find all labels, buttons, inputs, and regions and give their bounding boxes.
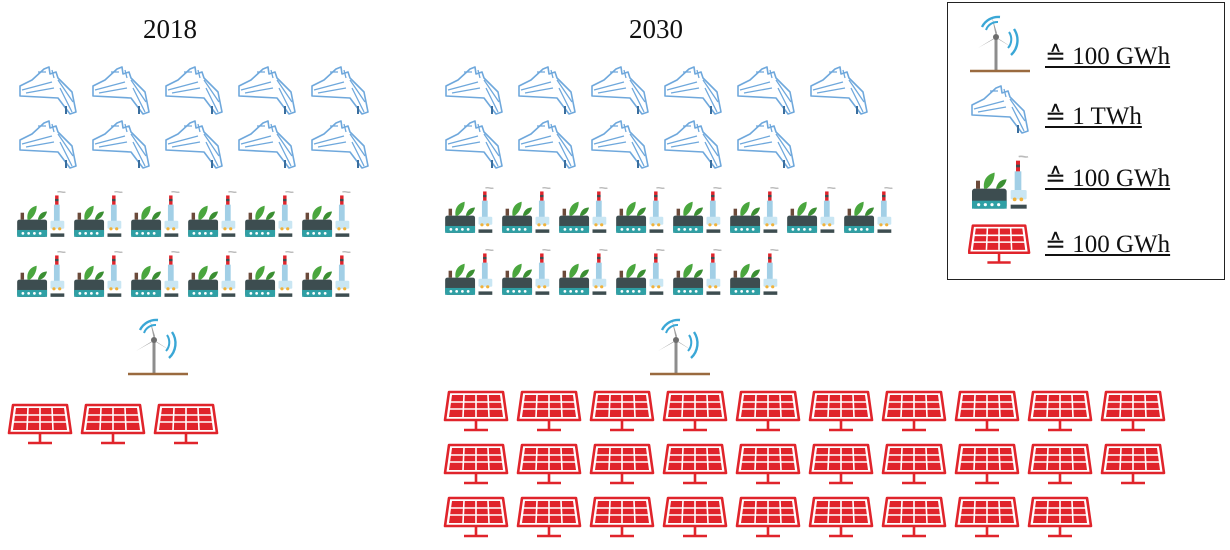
biomass-plant-icon <box>187 250 238 298</box>
biomass-plant-icon <box>444 248 495 296</box>
solar-panel-icon <box>808 390 874 432</box>
legend-item-hydro: ≙ 1 TWh <box>948 83 1224 143</box>
hydro-dam-icon <box>664 120 722 169</box>
hydro-dam-icon <box>971 85 1029 134</box>
solar-panel-icon <box>1027 496 1093 538</box>
solar-panel-icon <box>662 443 728 485</box>
solar-panel-icon <box>808 496 874 538</box>
hydro-dam-icon <box>810 66 868 115</box>
biomass-plant-icon <box>130 190 181 238</box>
hydro-dam-icon <box>664 66 722 115</box>
solar-panel-icon <box>954 390 1020 432</box>
hydro-dam-icon <box>311 66 369 115</box>
solar-panel-icon <box>589 390 655 432</box>
year-title-2030: 2030 <box>629 14 683 44</box>
biomass-plant-icon <box>244 190 295 238</box>
hydro-dam-icon <box>19 66 77 115</box>
hydro-dam-icon <box>445 120 503 169</box>
biomass-plant-icon <box>615 186 666 234</box>
biomass-plant-icon <box>501 186 552 234</box>
solar-panel-icon <box>808 443 874 485</box>
wind-turbine-icon <box>126 318 190 376</box>
biomass-plant-icon <box>729 248 780 296</box>
solar-panel-icon <box>443 443 509 485</box>
legend: ≙ 100 GWh ≙ 1 TWh ≙ 100 GWh ≙ 100 GWh <box>947 2 1225 280</box>
hydro-dam-icon <box>92 120 150 169</box>
biomass-plant-icon <box>16 190 67 238</box>
hydro-dam-icon <box>737 66 795 115</box>
solar-panel-icon <box>153 403 219 445</box>
solar-panel-icon <box>1100 390 1166 432</box>
solar-panel-icon <box>662 496 728 538</box>
legend-label-wind: ≙ 100 GWh <box>1045 43 1171 70</box>
biomass-plant-icon <box>501 248 552 296</box>
solar-panel-icon <box>516 496 582 538</box>
biomass-plant-icon <box>16 250 67 298</box>
biomass-plant-icon <box>558 186 609 234</box>
solar-panel-icon <box>443 496 509 538</box>
biomass-plant-icon <box>73 190 124 238</box>
solar-panel-icon <box>735 443 801 485</box>
solar-panel-icon <box>516 443 582 485</box>
solar-panel-icon <box>589 496 655 538</box>
biomass-plant-icon <box>301 250 352 298</box>
wind-turbine-icon <box>968 15 1032 73</box>
legend-item-biomass: ≙ 100 GWh <box>948 151 1224 211</box>
hydro-dam-icon <box>238 66 296 115</box>
solar-panel-icon <box>881 390 947 432</box>
hydro-dam-icon <box>518 66 576 115</box>
solar-panel-icon <box>516 390 582 432</box>
solar-panel-icon <box>968 224 1031 264</box>
hydro-dam-icon <box>591 66 649 115</box>
solar-panel-icon <box>881 496 947 538</box>
biomass-plant-icon <box>187 190 238 238</box>
solar-panel-icon <box>80 403 146 445</box>
legend-label-solar: ≙ 100 GWh <box>1045 231 1171 258</box>
legend-item-wind: ≙ 100 GWh <box>948 13 1224 73</box>
solar-panel-icon <box>7 403 73 445</box>
biomass-plant-icon <box>558 248 609 296</box>
biomass-plant-icon <box>729 186 780 234</box>
hydro-dam-icon <box>165 120 223 169</box>
biomass-plant-icon <box>672 248 723 296</box>
biomass-plant-icon <box>73 250 124 298</box>
legend-label-hydro: ≙ 1 TWh <box>1045 103 1142 130</box>
solar-panel-icon <box>735 496 801 538</box>
hydro-dam-icon <box>238 120 296 169</box>
hydro-dam-icon <box>311 120 369 169</box>
biomass-plant-icon <box>786 186 837 234</box>
hydro-dam-icon <box>591 120 649 169</box>
biomass-plant-icon <box>615 248 666 296</box>
hydro-dam-icon <box>518 120 576 169</box>
solar-panel-icon <box>1100 443 1166 485</box>
hydro-dam-icon <box>19 120 77 169</box>
biomass-plant-icon <box>444 186 495 234</box>
solar-panel-icon <box>589 443 655 485</box>
hydro-dam-icon <box>445 66 503 115</box>
legend-item-solar: ≙ 100 GWh <box>948 217 1224 277</box>
biomass-plant-icon <box>672 186 723 234</box>
solar-panel-icon <box>954 443 1020 485</box>
biomass-plant-icon <box>130 250 181 298</box>
hydro-dam-icon <box>92 66 150 115</box>
solar-panel-icon <box>662 390 728 432</box>
solar-panel-icon <box>443 390 509 432</box>
solar-panel-icon <box>735 390 801 432</box>
solar-panel-icon <box>881 443 947 485</box>
solar-panel-icon <box>954 496 1020 538</box>
year-title-2018: 2018 <box>143 14 197 44</box>
solar-panel-icon <box>1027 443 1093 485</box>
solar-panel-icon <box>1027 390 1093 432</box>
icons-2018 <box>7 66 369 445</box>
biomass-plant-icon <box>843 186 894 234</box>
biomass-plant-icon <box>244 250 295 298</box>
hydro-dam-icon <box>737 120 795 169</box>
biomass-plant-icon <box>971 155 1029 210</box>
legend-label-biomass: ≙ 100 GWh <box>1045 165 1171 192</box>
biomass-plant-icon <box>301 190 352 238</box>
hydro-dam-icon <box>165 66 223 115</box>
wind-turbine-icon <box>648 318 712 376</box>
